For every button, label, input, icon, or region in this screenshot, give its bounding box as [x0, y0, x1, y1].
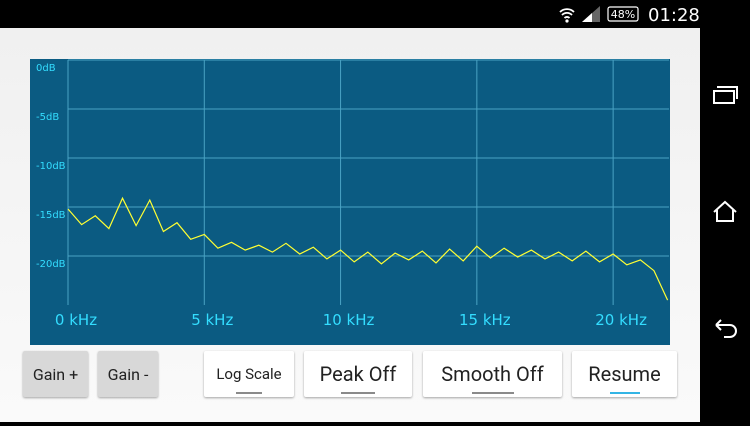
y-tick-label: -20dB [36, 259, 66, 270]
x-tick-label: 5 kHz [191, 311, 233, 329]
y-tick-label: 0dB [36, 63, 56, 74]
signal-level [582, 13, 592, 22]
nav-icons [713, 86, 738, 338]
x-tick-label: 20 kHz [595, 311, 647, 329]
recents-shadow [717, 86, 738, 99]
back-button[interactable] [715, 319, 737, 338]
x-tick-label: 0 kHz [55, 311, 97, 329]
gain-plus-button[interactable]: Gain + [23, 351, 88, 397]
y-tick-label: -10dB [36, 161, 66, 172]
toggle-indicator [609, 392, 640, 394]
battery-icon [607, 6, 639, 22]
battery-level: 48% [611, 8, 635, 21]
peak-button[interactable]: Peak Off [304, 351, 412, 397]
toggle-indicator [236, 392, 262, 394]
smooth-button[interactable]: Smooth Off [423, 351, 562, 397]
toggle-indicator [471, 392, 514, 394]
button-label: Smooth Off [441, 362, 544, 386]
wifi-icon [559, 8, 575, 19]
wifi-dot [565, 19, 569, 23]
gain-minus-button[interactable]: Gain - [98, 351, 158, 397]
resume-button[interactable]: Resume [572, 351, 677, 397]
x-tick-label: 10 kHz [323, 311, 375, 329]
x-tick-label: 15 kHz [459, 311, 511, 329]
navigation-bar [700, 0, 750, 422]
clock: 01:28 [648, 5, 700, 26]
chart-background [30, 59, 670, 345]
home-button[interactable] [713, 200, 737, 222]
y-tick-label: -15dB [36, 210, 66, 221]
y-tick-label: -5dB [36, 112, 59, 123]
toggle-indicator [341, 392, 375, 394]
recents-button[interactable] [713, 90, 735, 104]
log-scale-button[interactable]: Log Scale [204, 351, 294, 397]
button-label: Log Scale [216, 365, 282, 383]
status-icons: 48% 01:28 [559, 5, 700, 26]
status-bar: 48% 01:28 [0, 0, 700, 28]
spectrum-line [67, 196, 669, 301]
button-label: Resume [588, 362, 661, 386]
button-label: Peak Off [319, 362, 397, 386]
